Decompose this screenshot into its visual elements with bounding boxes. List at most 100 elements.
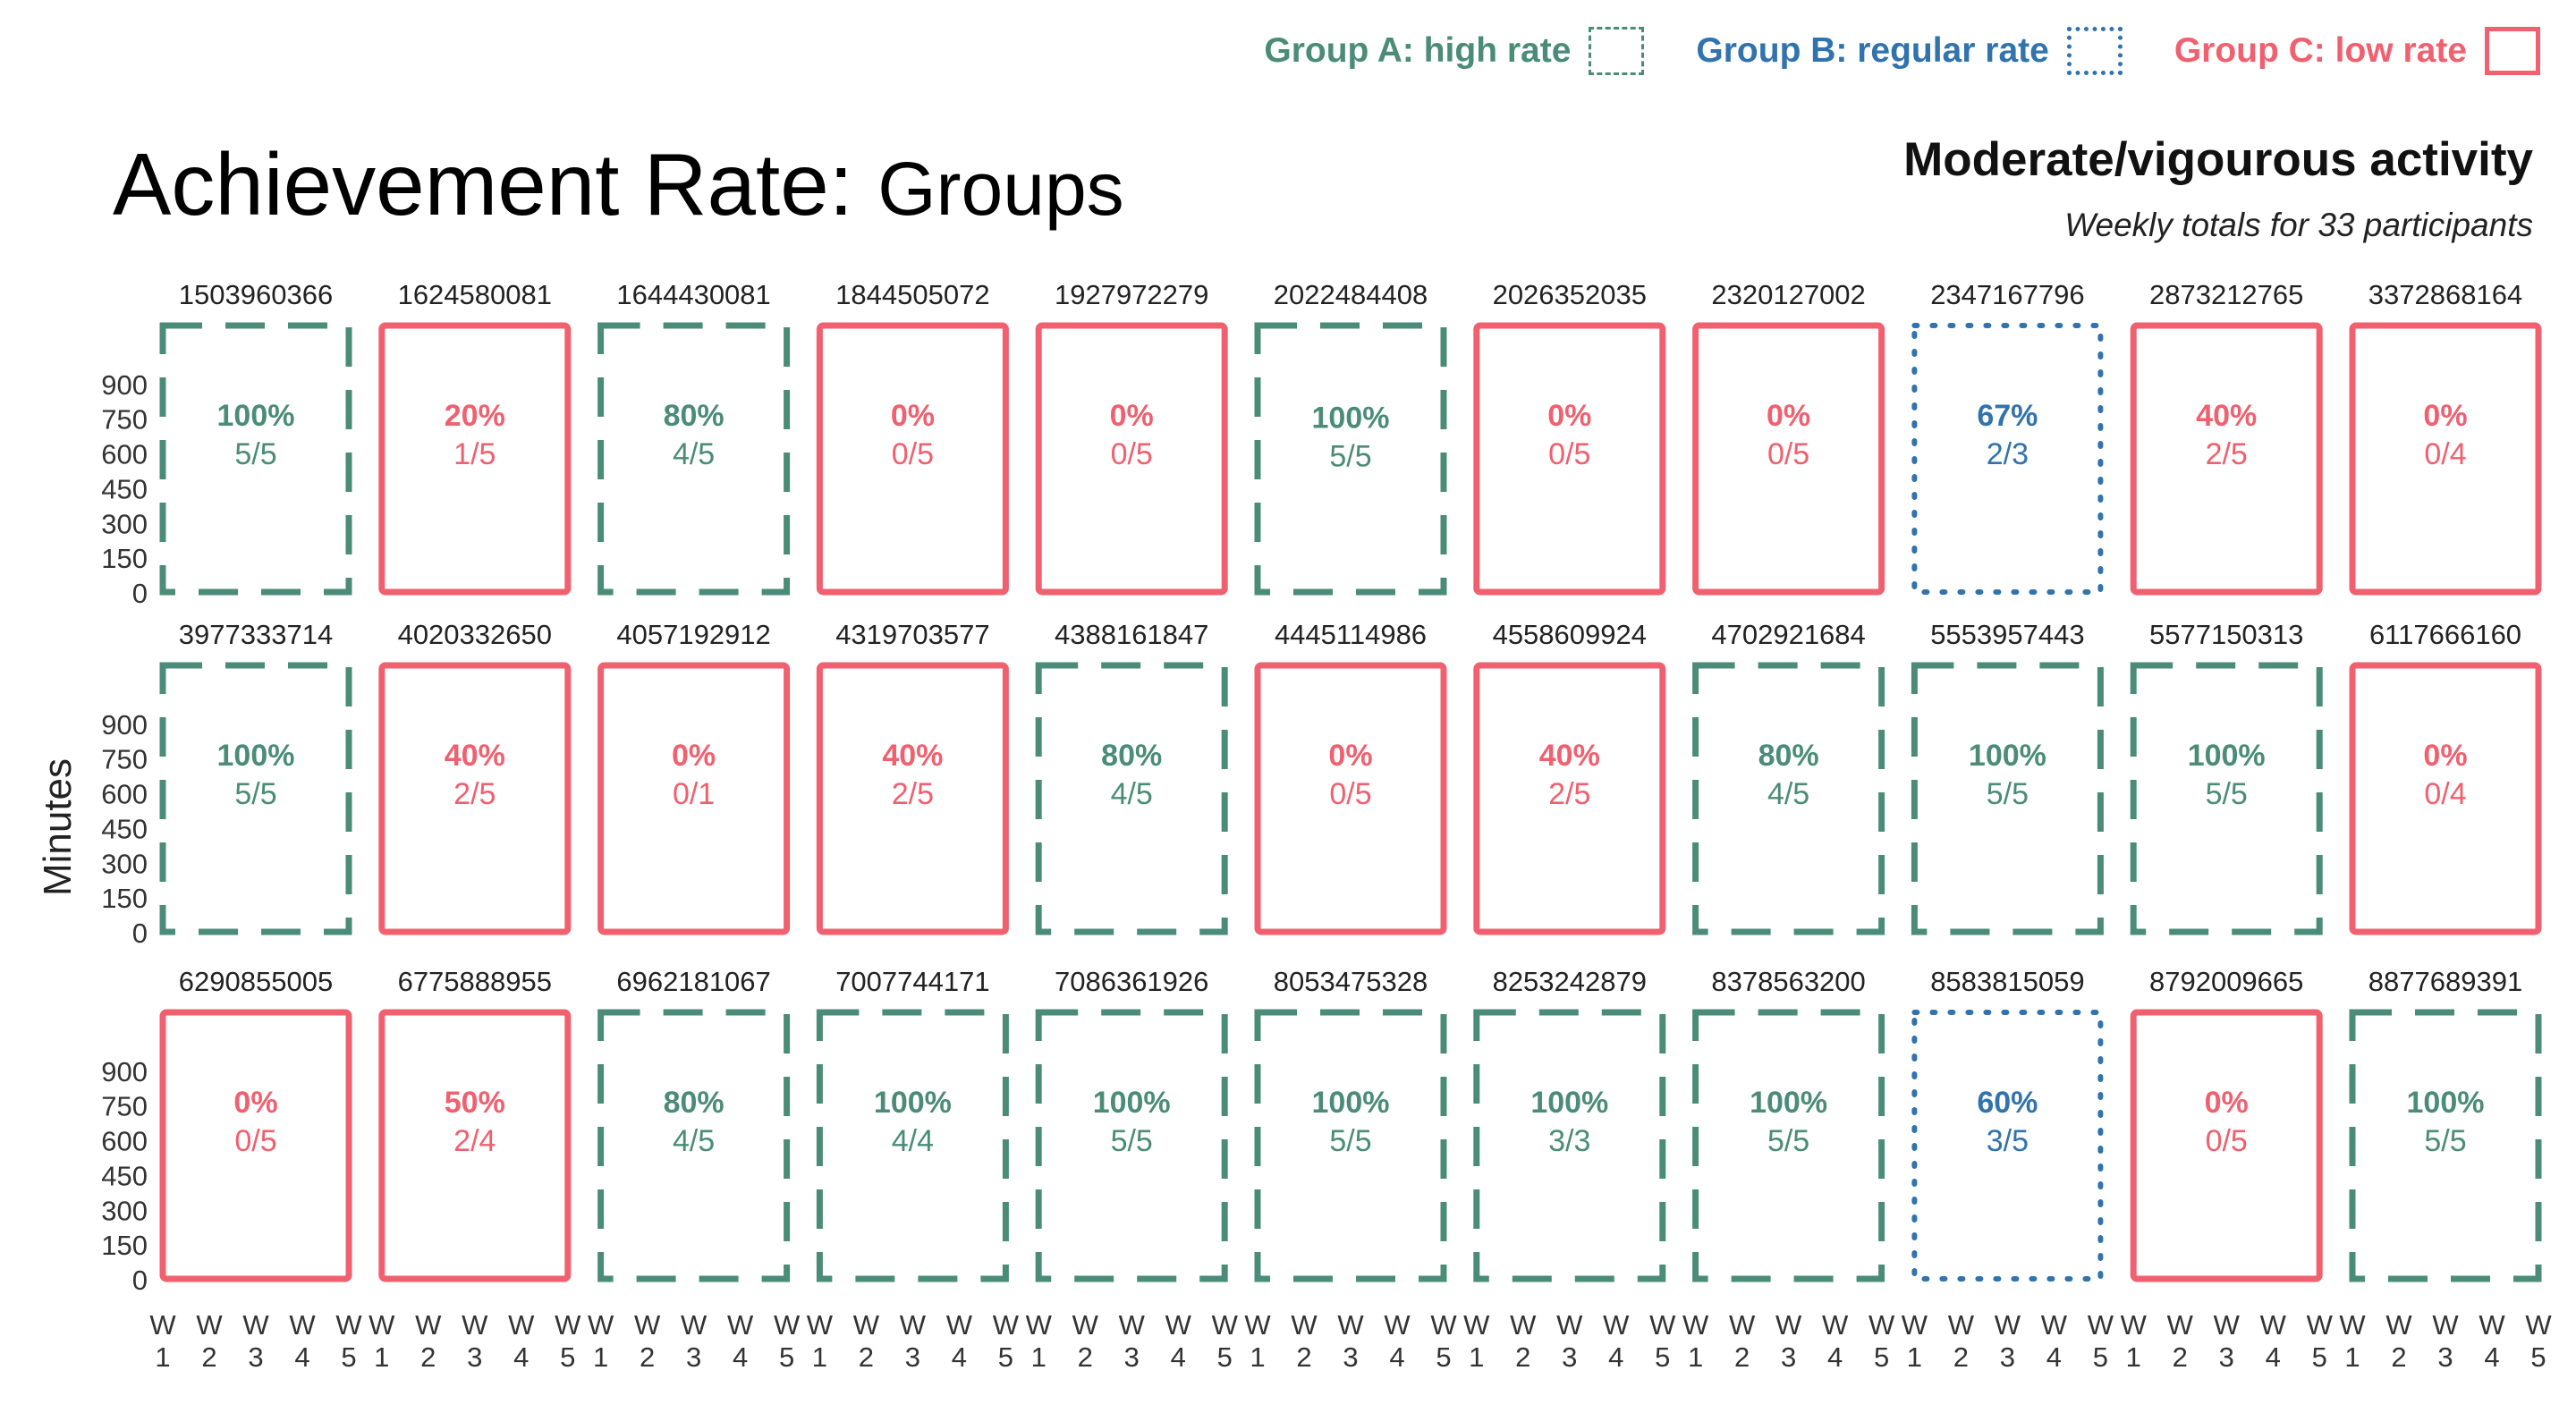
- x-tick-label-number: 1: [1250, 1341, 1265, 1373]
- x-tick-label-week: W: [1337, 1309, 1364, 1341]
- panel-id-label: 2347167796: [1930, 279, 2084, 310]
- x-tick-label-number: 1: [2126, 1341, 2141, 1373]
- x-tick-label-week: W: [2121, 1309, 2148, 1341]
- panel-pct-label: 67%: [1977, 399, 2038, 433]
- panel-fraction-label: 5/5: [234, 437, 276, 471]
- panel-pct-label: 50%: [445, 1086, 505, 1120]
- x-tick-label-week: W: [1430, 1309, 1457, 1341]
- panel-fraction-label: 0/5: [1111, 437, 1153, 471]
- panel-fraction-label: 0/1: [673, 777, 715, 811]
- panel-id-label: 8792009665: [2149, 966, 2303, 997]
- x-tick-label-week: W: [2479, 1309, 2505, 1341]
- panel-id-label: 2320127002: [1711, 279, 1865, 310]
- x-tick-label-week: W: [1822, 1309, 1849, 1341]
- panel-frame-group-c: [2130, 1009, 2323, 1282]
- x-tick-label-week: W: [681, 1309, 708, 1341]
- panel-pct-label: 0%: [2205, 1086, 2249, 1120]
- panel-pct-label: 0%: [1767, 399, 1810, 433]
- x-tick-label-number: 1: [593, 1341, 608, 1373]
- x-tick-label-number: 2: [1296, 1341, 1311, 1373]
- panel-id-label: 8583815059: [1930, 966, 2084, 997]
- panel-frame-group-a: [597, 322, 791, 596]
- x-tick-label-week: W: [634, 1309, 661, 1341]
- x-tick-label-number: 1: [1031, 1341, 1046, 1373]
- x-tick-label-week: W: [1948, 1309, 1975, 1341]
- panel-fraction-label: 1/5: [453, 437, 496, 471]
- x-tick-label-week: W: [415, 1309, 442, 1341]
- legend-swatch-group-b: [2066, 27, 2123, 75]
- panel-id-label: 7086361926: [1055, 966, 1208, 997]
- x-tick-label-week: W: [242, 1309, 269, 1341]
- panel-fraction-label: 0/5: [1767, 437, 1809, 471]
- x-tick-label-number: 5: [1874, 1341, 1889, 1373]
- panel-pct-label: 100%: [1969, 739, 2046, 773]
- x-tick-label-number: 5: [560, 1341, 575, 1373]
- y-tick-label: 450: [101, 1160, 148, 1191]
- legend-item-group-c: Group C: low rate: [2174, 27, 2540, 75]
- x-tick-label-week: W: [807, 1309, 834, 1341]
- x-tick-label-number: 5: [779, 1341, 794, 1373]
- panel-fraction-label: 5/5: [234, 777, 276, 811]
- y-tick-label: 900: [101, 709, 148, 740]
- x-tick-label-week: W: [774, 1309, 801, 1341]
- y-tick-label: 300: [101, 508, 148, 539]
- panel-frame-group-a: [2349, 1009, 2542, 1282]
- right-header-subtitle: Weekly totals for 33 participants: [2064, 207, 2533, 243]
- x-tick-label-week: W: [1902, 1309, 1928, 1341]
- legend-label-group-c: Group C: low rate: [2174, 31, 2467, 70]
- panel-pct-label: 0%: [1547, 399, 1591, 433]
- panel-frame-group-a: [597, 1009, 791, 1282]
- x-tick-label-week: W: [1510, 1309, 1537, 1341]
- panel-frame-group-a: [1254, 322, 1447, 596]
- panel-fraction-label: 0/4: [2424, 777, 2466, 811]
- x-tick-label-number: 2: [2173, 1341, 2188, 1373]
- right-header: Moderate/vigourous activity Weekly total…: [1903, 132, 2533, 244]
- y-tick-label: 750: [101, 1091, 148, 1122]
- x-tick-label-week: W: [2432, 1309, 2459, 1341]
- x-tick-label-number: 3: [2000, 1341, 2015, 1373]
- panel-frame-group-a: [1692, 1009, 1885, 1282]
- panel-fraction-label: 3/5: [1987, 1124, 2029, 1158]
- x-tick-label-number: 3: [686, 1341, 701, 1373]
- panel-frame-group-b: [1911, 1010, 2104, 1282]
- page-title: Achievement Rate: Groups: [113, 134, 1124, 235]
- panel-pct-label: 100%: [1312, 1086, 1390, 1120]
- panel-fraction-label: 4/5: [1767, 777, 1809, 811]
- x-tick-label-number: 5: [998, 1341, 1013, 1373]
- x-tick-label-week: W: [369, 1309, 395, 1341]
- y-tick-label: 0: [132, 578, 148, 609]
- panel-pct-label: 40%: [445, 739, 505, 773]
- x-tick-label-week: W: [1291, 1309, 1318, 1341]
- panel-frame-group-a: [159, 662, 352, 935]
- x-tick-label-week: W: [1212, 1309, 1239, 1341]
- x-tick-label-week: W: [1603, 1309, 1630, 1341]
- x-tick-label-number: 3: [1343, 1341, 1358, 1373]
- x-tick-label-number: 2: [420, 1341, 436, 1373]
- panel-fraction-label: 5/5: [2424, 1124, 2466, 1158]
- x-tick-label-week: W: [1995, 1309, 2021, 1341]
- panel-id-label: 8253242879: [1493, 966, 1647, 997]
- panel-frame-group-c: [597, 662, 791, 935]
- x-tick-label-week: W: [1072, 1309, 1099, 1341]
- y-tick-label: 150: [101, 543, 148, 574]
- panel-id-label: 1644430081: [616, 279, 770, 310]
- right-header-title: Moderate/vigourous activity: [1903, 133, 2533, 186]
- panel-frame-group-c: [378, 662, 572, 935]
- panel-id-label: 4319703577: [835, 619, 989, 650]
- panel-pct-label: 0%: [891, 399, 935, 433]
- panel-frame-group-c: [816, 322, 1009, 596]
- panel-fraction-label: 0/5: [892, 437, 934, 471]
- x-tick-label-week: W: [196, 1309, 223, 1341]
- y-tick-label: 150: [101, 883, 148, 914]
- x-tick-label-number: 5: [1655, 1341, 1670, 1373]
- x-tick-label-number: 2: [1078, 1341, 1093, 1373]
- panel-pct-label: 100%: [2407, 1086, 2485, 1120]
- y-tick-label: 600: [101, 779, 148, 810]
- panel-fraction-label: 5/5: [1329, 1124, 1371, 1158]
- panel-pct-label: 100%: [2188, 739, 2266, 773]
- panel-id-label: 6290855005: [179, 966, 333, 997]
- x-tick-label-number: 3: [2437, 1341, 2453, 1373]
- x-tick-label-week: W: [2385, 1309, 2412, 1341]
- x-tick-label-number: 5: [2312, 1341, 2327, 1373]
- panel-pct-label: 0%: [2423, 399, 2467, 433]
